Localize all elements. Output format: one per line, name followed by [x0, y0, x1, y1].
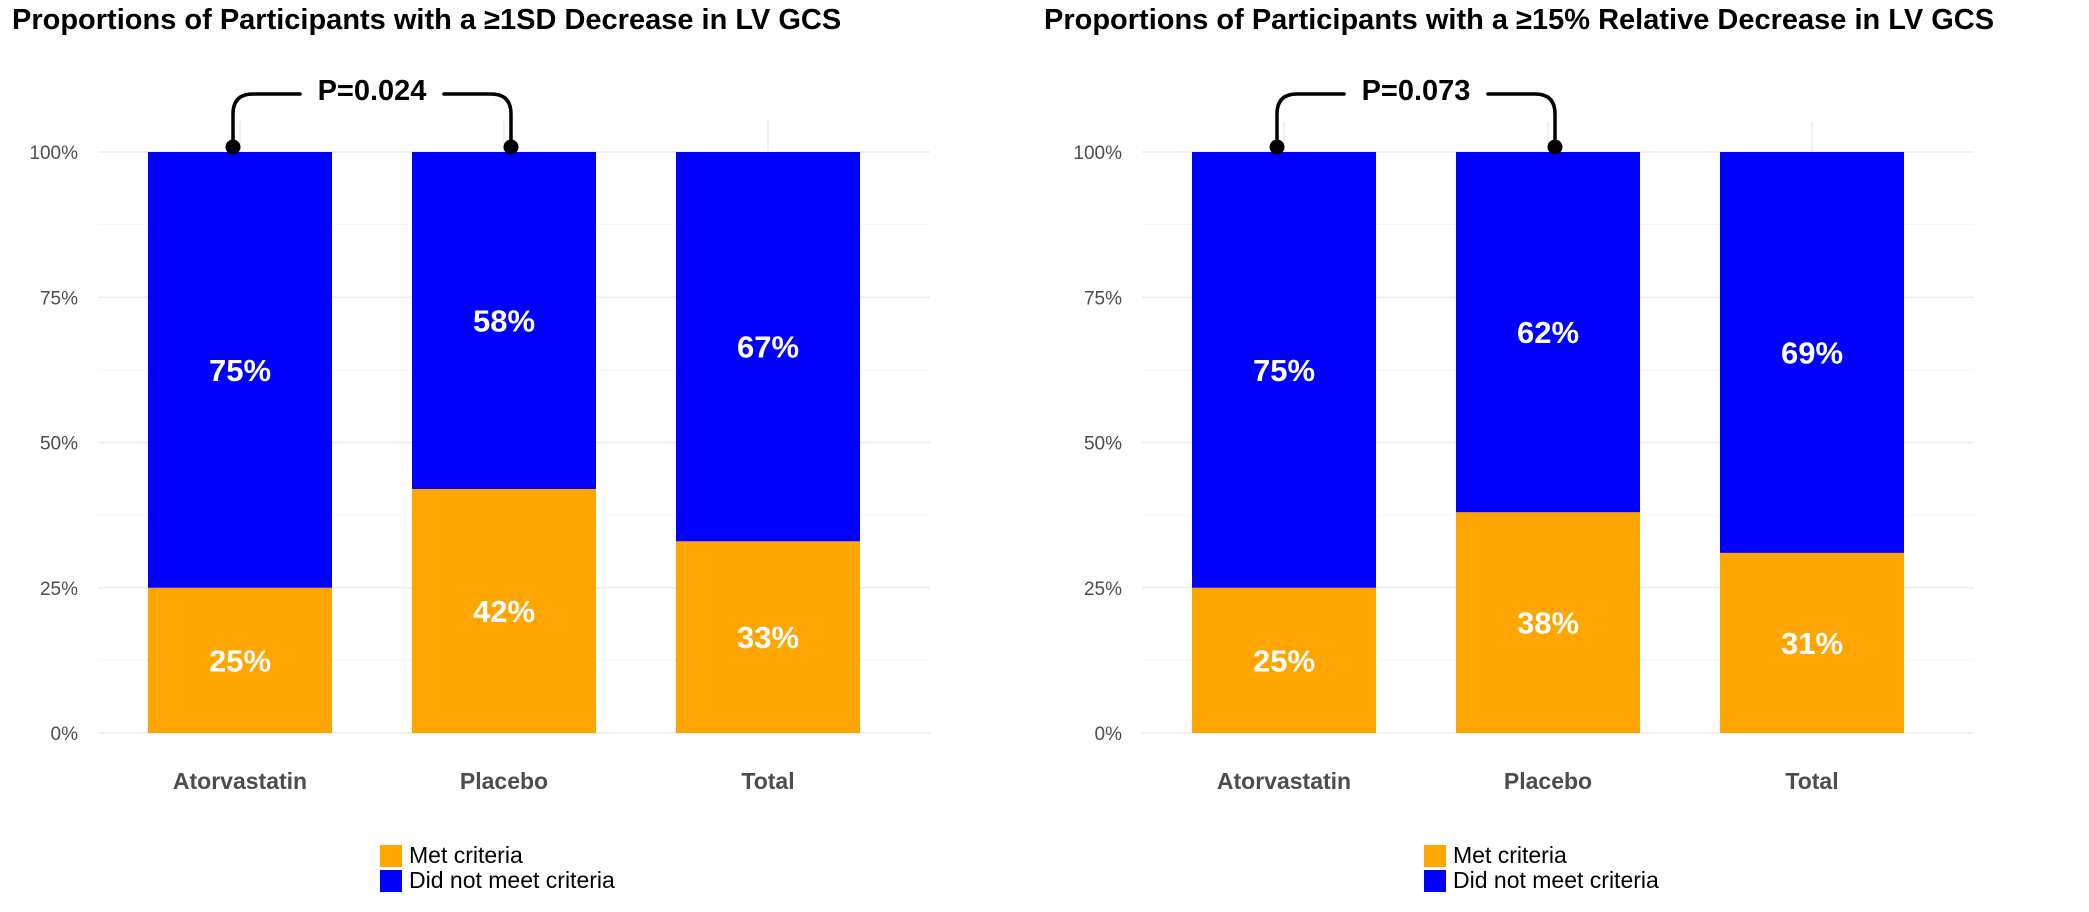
bar-met [1456, 512, 1640, 733]
bar-met [148, 587, 332, 733]
y-tick-label: 50% [1084, 434, 1122, 455]
legend-label-not-met: Did not meet criteria [1453, 867, 1659, 893]
bar-met [1720, 552, 1904, 733]
annotation-bracket-left [1275, 92, 1346, 149]
y-tick-label: 25% [40, 579, 78, 600]
p-value-label: P=0.024 [318, 75, 427, 107]
bar-met [1192, 587, 1376, 733]
y-tick-label: 50% [40, 434, 78, 455]
bar-not-met [412, 152, 596, 489]
bar-not-met [1192, 152, 1376, 588]
data-label: 33% [737, 620, 799, 655]
legend: Met criteria Did not meet criteria [1424, 842, 1659, 893]
data-label: 67% [737, 330, 799, 365]
data-label: 25% [209, 643, 271, 678]
x-tick-label: Atorvastatin [1217, 768, 1351, 794]
bar-not-met [1456, 152, 1640, 513]
bar-not-met [148, 152, 332, 588]
data-label: 75% [209, 353, 271, 388]
data-label: 38% [1517, 606, 1579, 641]
x-tick-label: Atorvastatin [173, 768, 307, 794]
data-label: 75% [1253, 353, 1315, 388]
legend-item-met: Met criteria [380, 842, 615, 868]
bar-met [676, 541, 860, 733]
annotation-dot [225, 139, 241, 155]
y-tick-label: 0% [1095, 724, 1123, 745]
y-tick-label: 0% [51, 724, 79, 745]
chart-panel-right: Proportions of Participants with a ≥15% … [1044, 0, 2088, 912]
chart-title: Proportions of Participants with a ≥1SD … [12, 4, 842, 36]
x-tick-label: Placebo [1504, 768, 1592, 794]
data-label: 69% [1781, 335, 1843, 370]
annotation-dot [503, 139, 519, 155]
y-tick-label: 100% [1073, 143, 1122, 164]
legend-item-met: Met criteria [1424, 842, 1659, 868]
annotation-dot [1269, 139, 1285, 155]
chart-panel-left: Proportions of Participants with a ≥1SD … [0, 0, 1044, 912]
legend: Met criteria Did not meet criteria [380, 842, 615, 893]
bar-met [412, 488, 596, 733]
legend-label-not-met: Did not meet criteria [409, 867, 615, 893]
x-tick-label: Total [1785, 768, 1838, 794]
data-label: 58% [473, 303, 535, 338]
legend-swatch-not-met [380, 869, 402, 892]
bar-not-met [1720, 152, 1904, 553]
annotation-bracket-right [1486, 92, 1557, 149]
legend-swatch-met [380, 844, 402, 867]
x-tick-label: Total [741, 768, 794, 794]
chart-title: Proportions of Participants with a ≥15% … [1044, 4, 1995, 36]
p-value-label: P=0.073 [1362, 75, 1471, 107]
legend-item-not-met: Did not meet criteria [380, 867, 615, 893]
data-label: 31% [1781, 626, 1843, 661]
data-label: 25% [1253, 643, 1315, 678]
data-label: 42% [473, 594, 535, 629]
y-tick-label: 75% [40, 288, 78, 309]
y-tick-label: 25% [1084, 579, 1122, 600]
annotation-bracket-right [442, 92, 513, 149]
x-tick-label: Placebo [460, 768, 548, 794]
bar-not-met [676, 152, 860, 542]
data-label: 62% [1517, 315, 1579, 350]
legend-swatch-met [1424, 844, 1446, 867]
annotation-dot [1547, 139, 1563, 155]
legend-swatch-not-met [1424, 869, 1446, 892]
y-tick-label: 75% [1084, 288, 1122, 309]
chart-plot: 0% 25% 50% 75% 100% 25% 75% Atorvastatin 38% 62% P… [1073, 75, 1974, 794]
chart-plot: 0% 25% 50% 75% 100% 25% 75% Atorvastatin 42% 58% P… [29, 75, 930, 794]
legend-label-met: Met criteria [409, 842, 523, 868]
annotation-bracket-left [231, 92, 302, 149]
y-tick-label: 100% [29, 143, 78, 164]
legend-item-not-met: Did not meet criteria [1424, 867, 1659, 893]
legend-label-met: Met criteria [1453, 842, 1567, 868]
